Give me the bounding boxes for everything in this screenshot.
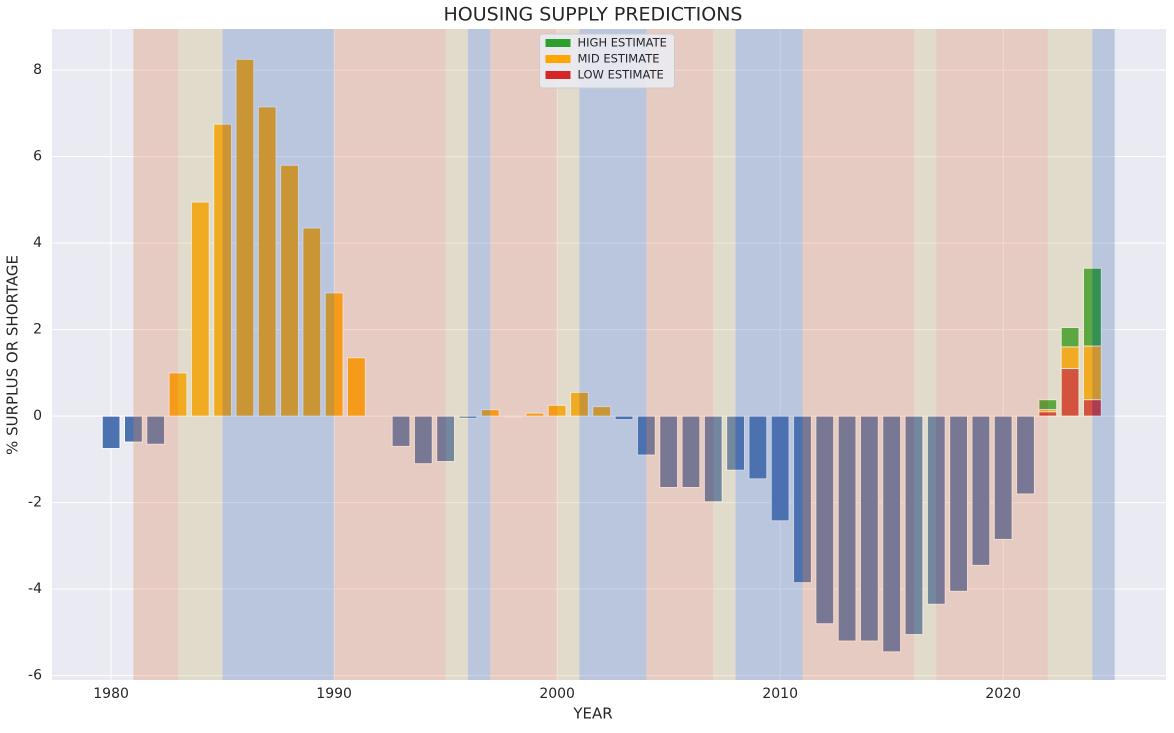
bar bbox=[926, 415, 946, 605]
y-tick-label: 2 bbox=[33, 322, 42, 338]
x-tick-label: 1990 bbox=[316, 686, 352, 702]
period-span bbox=[936, 29, 1048, 680]
estimate-bar bbox=[1082, 399, 1102, 417]
bar bbox=[904, 415, 924, 636]
bar bbox=[190, 201, 210, 417]
legend-swatch bbox=[545, 71, 571, 79]
bar bbox=[168, 372, 188, 417]
period-span bbox=[646, 29, 714, 680]
legend-label: HIGH ESTIMATE bbox=[578, 36, 667, 50]
bar bbox=[748, 415, 768, 480]
bar bbox=[837, 415, 857, 642]
period-span bbox=[133, 29, 179, 680]
y-tick-label: -2 bbox=[28, 495, 42, 511]
bar bbox=[770, 415, 790, 522]
y-tick-label: 4 bbox=[33, 235, 42, 251]
bar bbox=[793, 415, 812, 584]
estimate-bar bbox=[1060, 368, 1080, 417]
bar bbox=[235, 58, 255, 417]
period-span bbox=[467, 29, 491, 680]
bar bbox=[101, 415, 121, 450]
bar bbox=[257, 106, 277, 417]
bar bbox=[815, 415, 835, 625]
bar bbox=[123, 415, 143, 443]
estimate-bar bbox=[1038, 411, 1058, 417]
bar bbox=[971, 415, 991, 566]
period-span bbox=[445, 29, 468, 680]
legend-swatch bbox=[545, 55, 571, 63]
period-span bbox=[1092, 29, 1115, 680]
bar bbox=[324, 292, 344, 417]
period-span bbox=[802, 29, 914, 680]
y-tick-label: 8 bbox=[33, 62, 42, 78]
bar bbox=[347, 357, 366, 417]
period-span bbox=[557, 29, 580, 680]
period-span bbox=[913, 29, 937, 680]
legend-label: LOW ESTIMATE bbox=[578, 68, 664, 82]
period-span bbox=[178, 29, 223, 680]
y-tick-label: -4 bbox=[28, 581, 42, 597]
period-span bbox=[334, 29, 446, 680]
bar bbox=[993, 415, 1013, 540]
bar bbox=[882, 415, 902, 653]
bar bbox=[703, 415, 723, 503]
legend-box bbox=[539, 33, 675, 89]
y-axis-label: % SURPLUS OR SHORTAGE bbox=[4, 255, 22, 455]
period-span bbox=[1047, 29, 1093, 680]
period-span bbox=[735, 29, 803, 680]
bar bbox=[547, 404, 567, 417]
bar bbox=[280, 164, 299, 417]
bar bbox=[391, 415, 411, 447]
x-tick-label: 2020 bbox=[985, 686, 1021, 702]
period-span bbox=[490, 29, 558, 680]
x-tick-label: 2010 bbox=[762, 686, 798, 702]
bar bbox=[949, 415, 969, 592]
bar bbox=[681, 415, 701, 489]
legend-label: MID ESTIMATE bbox=[578, 52, 660, 66]
bar bbox=[570, 391, 589, 417]
bar bbox=[659, 415, 679, 489]
bar bbox=[726, 415, 745, 471]
y-tick-label: 6 bbox=[33, 149, 42, 165]
bar bbox=[859, 415, 879, 642]
period-span bbox=[222, 29, 335, 680]
legend-swatch bbox=[545, 39, 571, 47]
period-span bbox=[713, 29, 736, 680]
y-tick-label: -6 bbox=[28, 668, 42, 684]
bar bbox=[458, 415, 478, 419]
period-span bbox=[579, 29, 647, 680]
bar bbox=[436, 415, 456, 463]
bar bbox=[614, 415, 634, 421]
chart-title: HOUSING SUPPLY PREDICTIONS bbox=[444, 4, 743, 26]
bar bbox=[213, 123, 233, 417]
bar bbox=[146, 415, 166, 445]
bar bbox=[413, 415, 433, 465]
y-tick-label: 0 bbox=[33, 408, 42, 424]
bar bbox=[592, 406, 612, 417]
bar bbox=[503, 415, 522, 418]
x-tick-label: 2000 bbox=[539, 686, 575, 702]
bar bbox=[1016, 415, 1035, 495]
bar bbox=[525, 412, 545, 417]
bar bbox=[636, 415, 656, 456]
legend: HIGH ESTIMATE MID ESTIMATE LOW ESTIMATE bbox=[539, 33, 675, 89]
x-axis-label: YEAR bbox=[572, 705, 612, 723]
x-tick-label: 1980 bbox=[93, 686, 129, 702]
bar bbox=[302, 227, 322, 417]
bar bbox=[480, 409, 500, 417]
